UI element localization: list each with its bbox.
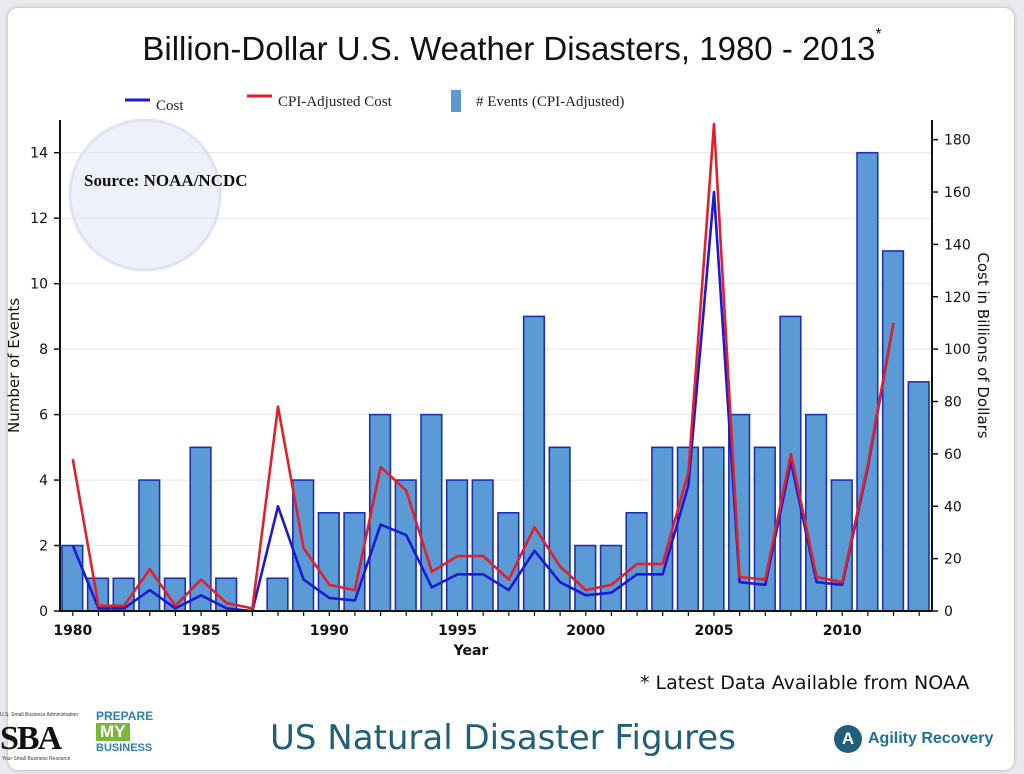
bar-2011 [856, 151, 879, 612]
legend-cost-label: Cost [156, 98, 184, 114]
prepare-text: PREPARE [96, 709, 154, 723]
y2-axis-label: Cost in Billions of Dollars [974, 252, 992, 438]
business-text: BUSINESS [96, 742, 153, 754]
my-text: MY [96, 723, 130, 741]
bar-1998 [522, 315, 546, 612]
data-note: * Latest Data Available from NOAA [640, 672, 970, 694]
bar-2013 [907, 381, 930, 612]
bar-2012 [881, 250, 905, 612]
xtick-label-1995: 1995 [438, 623, 477, 639]
bar-2000 [574, 544, 597, 612]
bar-2003 [651, 446, 674, 612]
line-cpi-adjusted-cost [71, 122, 895, 610]
y2tick-label-40: 40 [944, 499, 962, 515]
bar-1993 [394, 479, 417, 612]
y2tick-label-180: 180 [944, 133, 971, 149]
y2tick-label-20: 20 [944, 552, 962, 568]
source-label: Source: NOAA/NCDC [84, 171, 248, 190]
y2tick-label-140: 140 [944, 237, 971, 253]
bar-2002 [625, 511, 648, 612]
ytick-label-12: 12 [30, 211, 48, 227]
chart-title-text: Billion-Dollar U.S. Weather Disasters, 1… [142, 30, 876, 67]
chart-title: Billion-Dollar U.S. Weather Disasters, 1… [0, 26, 1024, 68]
bar-1988 [266, 577, 289, 612]
ytick-label-4: 4 [39, 473, 48, 489]
x-axis-label: Year [453, 643, 489, 659]
bar-2005 [702, 446, 725, 612]
bar-1996 [471, 479, 494, 612]
line-cost [71, 190, 895, 613]
y2tick-label-160: 160 [944, 185, 971, 201]
xtick-label-1980: 1980 [53, 623, 92, 639]
title-asterisk: * [875, 26, 882, 43]
xtick-label-2010: 2010 [823, 623, 862, 639]
legend: Cost CPI-Adjusted Cost # Events (CPI-Adjus… [125, 90, 624, 114]
prepare-my-business-logo: PREPARE MY BUSINESS [96, 710, 166, 760]
xtick-label-1985: 1985 [182, 623, 221, 639]
bar-1980 [61, 544, 84, 612]
agility-icon: A [834, 725, 862, 753]
ytick-label-8: 8 [39, 342, 48, 358]
ytick-label-14: 14 [30, 146, 48, 162]
y-axis-label: Number of Events [5, 298, 23, 433]
ytick-label-10: 10 [30, 277, 48, 293]
xtick-label-2005: 2005 [695, 623, 734, 639]
y2tick-label-80: 80 [944, 395, 962, 411]
cost-lines [71, 122, 895, 613]
y2tick-label-0: 0 [944, 604, 953, 620]
bar-2007 [753, 446, 776, 612]
ytick-label-0: 0 [39, 604, 48, 620]
noaa-watermark [68, 118, 222, 272]
footer-title: US Natural Disaster Figures [270, 718, 736, 758]
ytick-label-6: 6 [39, 408, 48, 424]
legend-events-swatch [451, 90, 461, 112]
y2tick-label-60: 60 [944, 447, 962, 463]
bar-1992 [368, 413, 392, 612]
legend-cpi-label: CPI-Adjusted Cost [278, 94, 393, 110]
sba-tagline: Your Small Business Resource [2, 756, 71, 762]
ytick-label-2: 2 [39, 539, 48, 555]
agility-text: Agility Recovery [868, 730, 994, 747]
bar-1994 [420, 413, 443, 612]
sba-subtitle: U.S. Small Business Administration [0, 712, 79, 718]
agility-recovery-logo: A Agility Recovery [834, 724, 993, 754]
legend-events-label: # Events (CPI-Adjusted) [476, 94, 624, 110]
sba-logo: U.S. Small Business Administration SBA Y… [0, 712, 80, 762]
sba-wordmark: SBA [0, 720, 62, 757]
xtick-label-1990: 1990 [310, 623, 349, 639]
bar-1995 [445, 479, 469, 612]
bar-1997 [497, 511, 520, 612]
y2tick-label-100: 100 [944, 342, 971, 358]
y2tick-label-120: 120 [944, 290, 971, 306]
xtick-label-2000: 2000 [566, 623, 605, 639]
